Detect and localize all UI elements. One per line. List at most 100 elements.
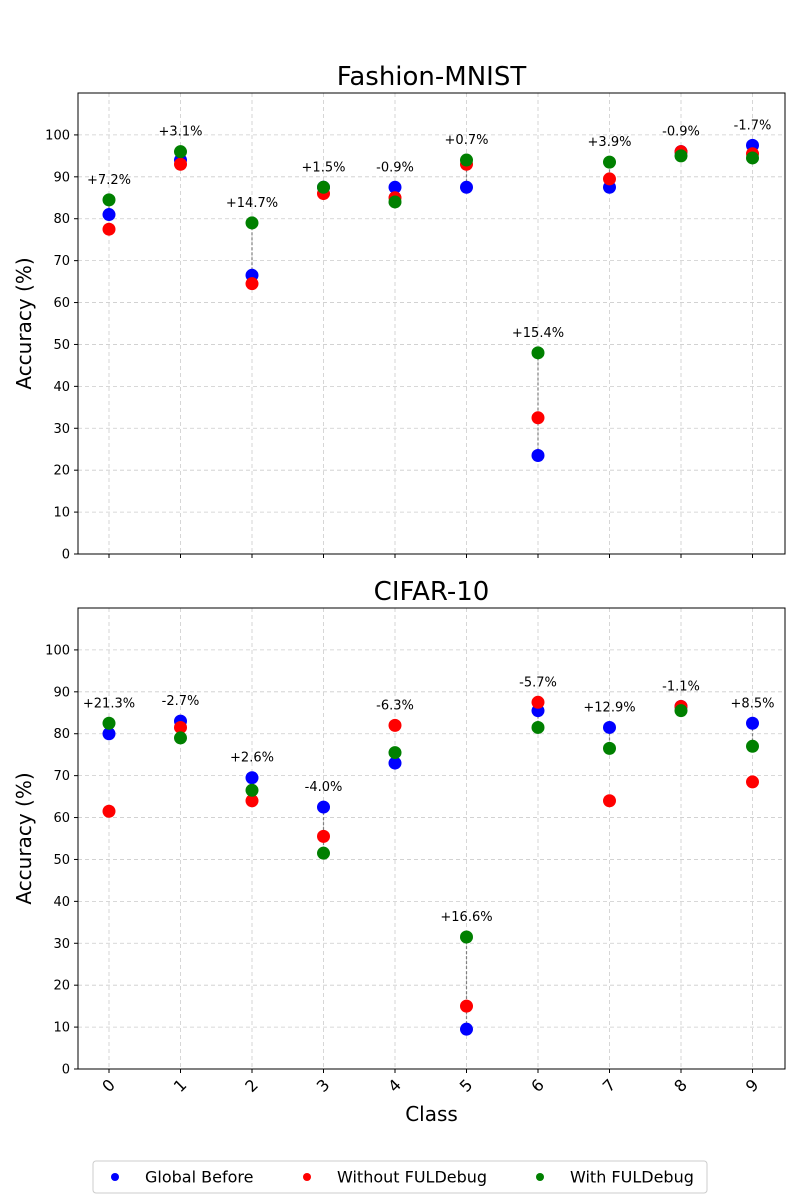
change-annotation: -0.9% <box>662 125 700 140</box>
x-tick-label: 8 <box>670 1075 691 1096</box>
y-tick-label: 0 <box>62 548 70 563</box>
y-tick-label: 40 <box>53 895 70 910</box>
axes-frame <box>77 92 786 555</box>
point-global-before <box>102 208 116 222</box>
change-annotation: +21.3% <box>83 696 135 711</box>
change-annotation: +7.2% <box>87 173 131 188</box>
point-with-fuldebug <box>174 731 187 745</box>
change-annotation: +12.9% <box>583 700 635 715</box>
x-tick-label: 0 <box>98 1075 119 1096</box>
point-with-fuldebug <box>603 155 616 169</box>
y-axis-label: Accuracy (%) <box>12 257 36 389</box>
change-annotation: +8.5% <box>731 696 775 711</box>
point-without-fuldebug <box>531 695 545 709</box>
change-annotation: +3.1% <box>159 125 203 140</box>
point-with-fuldebug <box>531 346 545 360</box>
x-tick-label: 5 <box>456 1075 477 1096</box>
change-annotation: +0.7% <box>445 133 489 148</box>
point-global-before <box>460 180 473 194</box>
y-tick-label: 70 <box>53 254 70 269</box>
point-with-fuldebug <box>102 193 116 207</box>
chart-title: CIFAR-10 <box>374 577 490 607</box>
point-without-fuldebug <box>102 804 116 818</box>
y-tick-label: 50 <box>53 338 70 353</box>
legend-label: Global Before <box>145 1168 253 1187</box>
point-global-before <box>388 756 402 770</box>
y-tick-label: 50 <box>53 853 70 868</box>
y-tick-label: 30 <box>53 422 70 437</box>
axes-frame <box>77 607 786 1070</box>
y-tick-label: 0 <box>62 1063 70 1078</box>
x-tick-label: 1 <box>170 1075 191 1096</box>
legend-label: With FULDebug <box>570 1168 694 1187</box>
y-tick-label: 90 <box>53 170 70 185</box>
point-with-fuldebug <box>603 741 616 755</box>
panel-1: 0 10 20 30 40 50 60 70 80 90 100 0 1 2 3 4 5 6 7 8 9 CIFAR-10… <box>12 577 786 1126</box>
point-without-fuldebug <box>746 775 759 789</box>
legend-marker <box>111 1173 119 1181</box>
point-with-fuldebug <box>674 149 688 163</box>
change-annotation: +2.6% <box>230 751 274 766</box>
point-global-before <box>245 771 259 785</box>
point-global-before <box>102 727 116 741</box>
x-tick-label: 3 <box>313 1075 334 1096</box>
y-tick-label: 60 <box>53 811 70 826</box>
point-global-before <box>317 800 330 814</box>
point-global-before <box>531 449 545 463</box>
change-annotation: +14.7% <box>226 196 278 211</box>
point-without-fuldebug <box>388 718 402 732</box>
legend-marker <box>536 1173 544 1181</box>
point-with-fuldebug <box>102 716 116 730</box>
y-tick-label: 10 <box>53 506 70 521</box>
change-annotation: +16.6% <box>440 910 492 925</box>
legend-label: Without FULDebug <box>337 1168 487 1187</box>
y-tick-label: 60 <box>53 296 70 311</box>
x-tick-label: 4 <box>384 1075 405 1096</box>
point-without-fuldebug <box>317 829 330 843</box>
change-annotation: -6.3% <box>376 698 414 713</box>
y-tick-label: 40 <box>53 380 70 395</box>
point-with-fuldebug <box>746 739 759 753</box>
point-without-fuldebug <box>603 172 616 186</box>
point-without-fuldebug <box>245 277 259 291</box>
point-with-fuldebug <box>531 720 545 734</box>
change-annotation: -5.7% <box>519 675 557 690</box>
point-with-fuldebug <box>245 216 259 230</box>
point-with-fuldebug <box>460 153 473 167</box>
legend-marker <box>303 1173 311 1181</box>
point-global-before <box>460 1022 473 1036</box>
y-tick-label: 70 <box>53 769 70 784</box>
y-tick-label: 10 <box>53 1021 70 1036</box>
point-global-before <box>388 180 402 194</box>
change-annotation: -1.1% <box>662 679 700 694</box>
x-tick-label: 6 <box>527 1075 548 1096</box>
legend-frame <box>92 1160 708 1194</box>
point-with-fuldebug <box>317 846 330 860</box>
y-tick-label: 30 <box>53 937 70 952</box>
x-tick-label: 2 <box>241 1075 262 1096</box>
change-annotation: +15.4% <box>512 326 564 341</box>
point-without-fuldebug <box>245 794 259 808</box>
point-without-fuldebug <box>460 999 473 1013</box>
x-tick-label: 9 <box>742 1075 763 1096</box>
change-annotation: -0.9% <box>376 160 414 175</box>
change-annotation: -4.0% <box>305 780 343 795</box>
point-with-fuldebug <box>388 746 402 760</box>
y-tick-label: 20 <box>53 979 70 994</box>
y-tick-label: 90 <box>53 685 70 700</box>
x-tick-label: 7 <box>599 1075 620 1096</box>
change-annotation: +1.5% <box>302 160 346 175</box>
point-with-fuldebug <box>317 180 330 194</box>
y-tick-label: 80 <box>53 727 70 742</box>
y-tick-label: 80 <box>53 212 70 227</box>
point-with-fuldebug <box>674 704 688 718</box>
point-without-fuldebug <box>174 157 187 171</box>
change-annotation: -1.7% <box>734 118 772 133</box>
y-tick-label: 100 <box>45 128 70 143</box>
change-annotation: +3.9% <box>588 135 632 150</box>
point-without-fuldebug <box>174 720 187 734</box>
point-without-fuldebug <box>603 794 616 808</box>
panel-0: 0 10 20 30 40 50 60 70 80 90 100 Fashion-MNIST Accur… <box>12 62 786 563</box>
point-with-fuldebug <box>388 195 402 209</box>
